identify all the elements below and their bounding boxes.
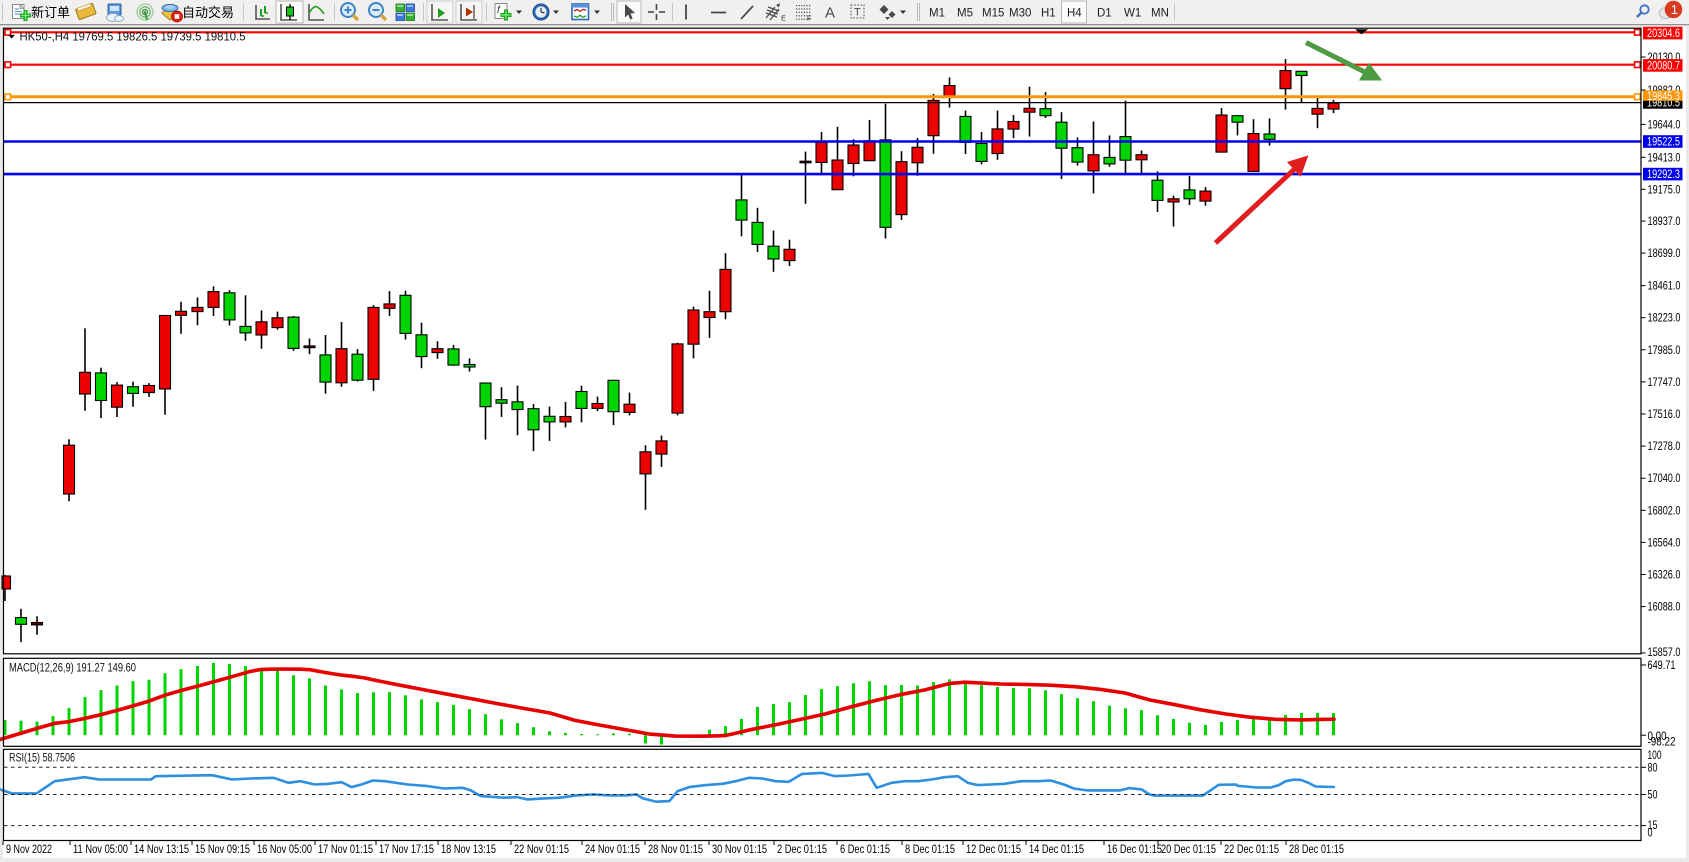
- svg-text:17 Nov 17:15: 17 Nov 17:15: [379, 844, 434, 856]
- svg-text:H4: H4: [1067, 8, 1082, 20]
- svg-text:20304.6: 20304.6: [1647, 28, 1680, 40]
- svg-text:22 Nov 01:15: 22 Nov 01:15: [514, 844, 569, 856]
- svg-text:18937.0: 18937.0: [1648, 216, 1681, 228]
- svg-text:19175.0: 19175.0: [1648, 184, 1681, 196]
- svg-text:18223.0: 18223.0: [1648, 313, 1681, 325]
- svg-text:30 Nov 01:15: 30 Nov 01:15: [712, 844, 767, 856]
- svg-text:9 Nov 2022: 9 Nov 2022: [6, 844, 52, 856]
- svg-text:50: 50: [1648, 790, 1658, 802]
- svg-text:16564.0: 16564.0: [1648, 537, 1681, 549]
- svg-text:14 Dec 01:15: 14 Dec 01:15: [1029, 844, 1084, 856]
- svg-text:M5: M5: [957, 8, 973, 20]
- svg-text:T: T: [854, 7, 861, 19]
- svg-text:19292.3: 19292.3: [1647, 169, 1680, 181]
- svg-text:H1: H1: [1041, 8, 1056, 20]
- svg-text:W1: W1: [1124, 8, 1141, 20]
- svg-text:22 Dec 01:15: 22 Dec 01:15: [1224, 844, 1279, 856]
- svg-text:80: 80: [1648, 763, 1658, 775]
- svg-text:15 Nov 09:15: 15 Nov 09:15: [195, 844, 250, 856]
- svg-text:18 Nov 13:15: 18 Nov 13:15: [441, 844, 496, 856]
- svg-text:1: 1: [1671, 2, 1678, 17]
- svg-text:15857.0: 15857.0: [1648, 647, 1681, 659]
- svg-text:28 Dec 01:15: 28 Dec 01:15: [1289, 844, 1344, 856]
- svg-text:19522.5: 19522.5: [1647, 136, 1680, 148]
- svg-text:新订单: 新订单: [31, 5, 70, 20]
- svg-text:E: E: [781, 14, 786, 23]
- svg-text:17985.0: 17985.0: [1648, 345, 1681, 357]
- svg-text:M15: M15: [982, 8, 1004, 20]
- svg-text:f: f: [497, 5, 501, 16]
- svg-text:6 Dec 01:15: 6 Dec 01:15: [840, 844, 890, 856]
- svg-text:649.71: 649.71: [1648, 660, 1676, 672]
- svg-text:20080.7: 20080.7: [1647, 60, 1680, 72]
- svg-text:M1: M1: [929, 8, 945, 20]
- svg-text:F: F: [807, 14, 812, 23]
- svg-text:12 Dec 01:15: 12 Dec 01:15: [966, 844, 1021, 856]
- svg-text:24 Nov 01:15: 24 Nov 01:15: [585, 844, 640, 856]
- svg-text:17747.0: 17747.0: [1648, 377, 1681, 389]
- svg-text:2 Dec 01:15: 2 Dec 01:15: [777, 844, 827, 856]
- svg-text:16088.0: 16088.0: [1648, 602, 1681, 614]
- svg-text:0.00: 0.00: [1648, 731, 1667, 743]
- svg-text:17516.0: 17516.0: [1648, 409, 1681, 421]
- svg-text:19413.0: 19413.0: [1648, 152, 1681, 164]
- svg-text:自动交易: 自动交易: [182, 5, 234, 20]
- svg-text:14 Nov 13:15: 14 Nov 13:15: [134, 844, 189, 856]
- svg-text:RSI(15) 58.7506: RSI(15) 58.7506: [9, 753, 75, 765]
- svg-text:17040.0: 17040.0: [1648, 473, 1681, 485]
- svg-text:11 Nov 05:00: 11 Nov 05:00: [73, 844, 128, 856]
- svg-text:19845.3: 19845.3: [1647, 91, 1680, 103]
- svg-text:16 Nov 05:00: 16 Nov 05:00: [257, 844, 312, 856]
- svg-text:8 Dec 01:15: 8 Dec 01:15: [905, 844, 955, 856]
- svg-text:HK50-,H4 19769.5 19826.5 1973: HK50-,H4 19769.5 19826.5 19739.5 19810.5: [20, 32, 246, 44]
- svg-text:16326.0: 16326.0: [1648, 570, 1681, 582]
- svg-text:17278.0: 17278.0: [1648, 441, 1681, 453]
- svg-text:17 Nov 01:15: 17 Nov 01:15: [318, 844, 373, 856]
- svg-text:0: 0: [1648, 828, 1653, 840]
- svg-text:A: A: [825, 5, 835, 22]
- svg-text:15: 15: [1648, 820, 1658, 832]
- svg-text:16802.0: 16802.0: [1648, 505, 1681, 517]
- svg-text:MACD(12,26,9) 191.27 149.60: MACD(12,26,9) 191.27 149.60: [9, 663, 136, 675]
- svg-text:MN: MN: [1151, 8, 1169, 20]
- svg-text:18461.0: 18461.0: [1648, 281, 1681, 293]
- svg-text:19644.0: 19644.0: [1648, 119, 1681, 131]
- svg-text:16 Dec 01:15: 16 Dec 01:15: [1107, 844, 1162, 856]
- svg-text:20 Dec 01:15: 20 Dec 01:15: [1161, 844, 1216, 856]
- svg-text:M30: M30: [1009, 8, 1031, 20]
- svg-text:100: 100: [1648, 750, 1662, 762]
- svg-text:D1: D1: [1097, 8, 1112, 20]
- svg-text:-98.22: -98.22: [1648, 737, 1676, 749]
- svg-text:18699.0: 18699.0: [1648, 248, 1681, 260]
- svg-text:28 Nov 01:15: 28 Nov 01:15: [648, 844, 703, 856]
